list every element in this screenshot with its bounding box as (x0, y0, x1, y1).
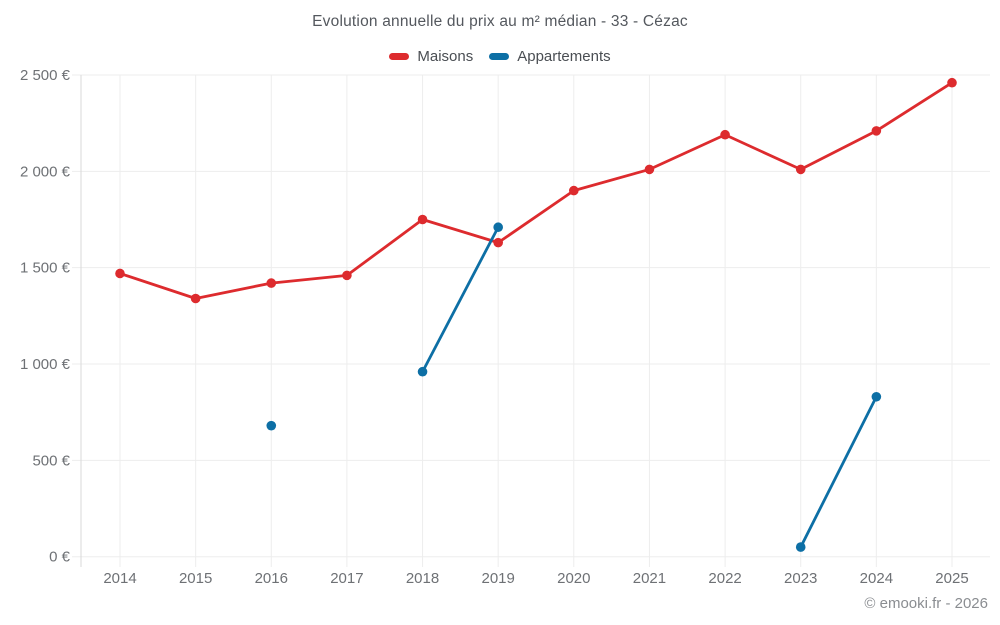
y-tick-label-1000: 1 000 € (20, 356, 71, 373)
x-tick-label-2018: 2018 (406, 570, 439, 587)
series-line-appartements (799, 395, 878, 549)
data-point-maisons-2015 (190, 293, 201, 304)
data-point-maisons-2024 (871, 126, 882, 136)
legend-item-maisons[interactable]: Maisons (389, 48, 473, 65)
legend-label-maisons: Maisons (417, 47, 474, 65)
x-tick-label-2016: 2016 (255, 570, 288, 587)
y-tick-label-500: 500 € (32, 452, 70, 469)
x-tick-label-2023: 2023 (784, 570, 817, 587)
x-tick-label-2015: 2015 (179, 570, 212, 587)
y-tick-label-0: 0 € (49, 549, 71, 566)
data-point-maisons-2021 (644, 164, 655, 175)
data-point-maisons-2018 (417, 214, 428, 225)
data-point-maisons-2016 (266, 278, 277, 288)
legend-label-appartements: Appartements (517, 47, 611, 65)
y-tick-label-1500: 1 500 € (20, 260, 71, 277)
data-point-appartements-2018 (417, 366, 428, 377)
x-tick-label-2024: 2024 (860, 570, 893, 587)
data-point-maisons-2014 (115, 268, 125, 279)
data-point-maisons-2025 (947, 77, 957, 88)
series-line-maisons (118, 81, 954, 300)
x-tick-label-2022: 2022 (708, 570, 741, 587)
y-tick-label-2500: 2 500 € (20, 67, 71, 84)
data-point-maisons-2023 (795, 164, 806, 175)
data-point-appartements-2023 (795, 542, 806, 552)
x-tick-label-2019: 2019 (481, 570, 514, 587)
legend-item-appartements[interactable]: Appartements (489, 47, 611, 65)
series-line-appartements (421, 225, 500, 374)
data-point-appartements-2016 (266, 420, 277, 431)
data-point-maisons-2020 (569, 185, 579, 196)
y-tick-label-2000: 2 000 € (20, 163, 71, 180)
chart-title: Evolution annuelle du prix au m² médian … (312, 13, 688, 30)
data-point-maisons-2022 (720, 129, 730, 140)
chart-legend: Maisons Appartements (0, 46, 1000, 66)
data-point-maisons-2017 (342, 270, 352, 281)
copyright-label: © emooki.fr - 2026 (864, 595, 988, 612)
data-point-appartements-2019 (493, 222, 503, 233)
x-tick-label-2017: 2017 (330, 570, 363, 587)
legend-swatch-appartements (489, 52, 510, 60)
x-tick-label-2014: 2014 (103, 570, 136, 587)
data-point-maisons-2019 (493, 237, 503, 248)
x-tick-label-2020: 2020 (557, 570, 590, 587)
legend-swatch-maisons (389, 52, 410, 60)
data-point-appartements-2024 (871, 391, 882, 402)
x-tick-label-2021: 2021 (633, 570, 666, 587)
x-tick-label-2025: 2025 (935, 570, 968, 587)
